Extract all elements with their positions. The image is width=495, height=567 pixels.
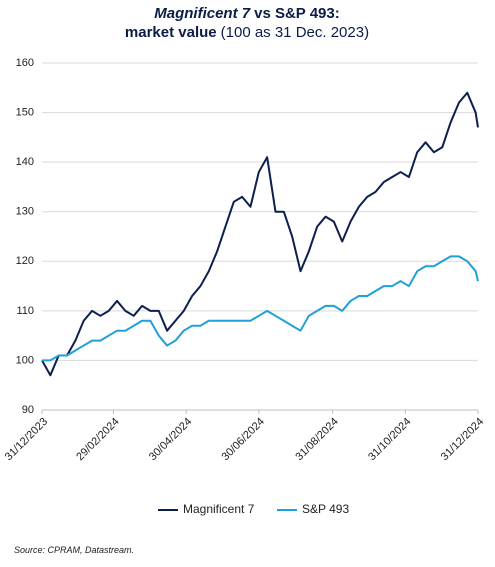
x-tick-label: 31/12/2024 (439, 416, 486, 463)
title-part: vs S&P 493: (254, 5, 340, 22)
y-tick-label: 110 (16, 305, 34, 317)
y-tick-label: 100 (16, 354, 34, 366)
chart-title-line: market value (100 as 31 Dec. 2023) (125, 24, 369, 41)
title-part: Magnificent 7 (154, 5, 251, 22)
y-tick-label: 120 (16, 255, 34, 267)
x-tick-label: 29/02/2024 (74, 416, 121, 463)
y-tick-label: 140 (16, 156, 34, 168)
legend-label: S&P 493 (302, 502, 349, 516)
title-part: (100 as 31 Dec. 2023) (221, 24, 369, 41)
title-part: market value (125, 24, 217, 41)
y-tick-label: 150 (16, 106, 34, 118)
source-note: Source: CPRAM, Datastream. (14, 545, 134, 555)
y-tick-label: 90 (22, 404, 34, 416)
series-line (41, 91, 479, 377)
x-tick-label: 31/12/2023 (3, 416, 50, 463)
legend-label: Magnificent 7 (183, 502, 255, 516)
series-line (42, 255, 479, 362)
x-tick-label: 30/04/2024 (147, 416, 194, 463)
y-tick-label: 160 (16, 57, 34, 69)
y-tick-label: 130 (16, 206, 34, 218)
x-tick-label: 30/06/2024 (220, 416, 267, 463)
chart-title-line: Magnificent 7 vs S&P 493: (154, 5, 339, 22)
x-tick-label: 31/08/2024 (293, 416, 340, 463)
x-tick-label: 31/10/2024 (366, 416, 413, 463)
